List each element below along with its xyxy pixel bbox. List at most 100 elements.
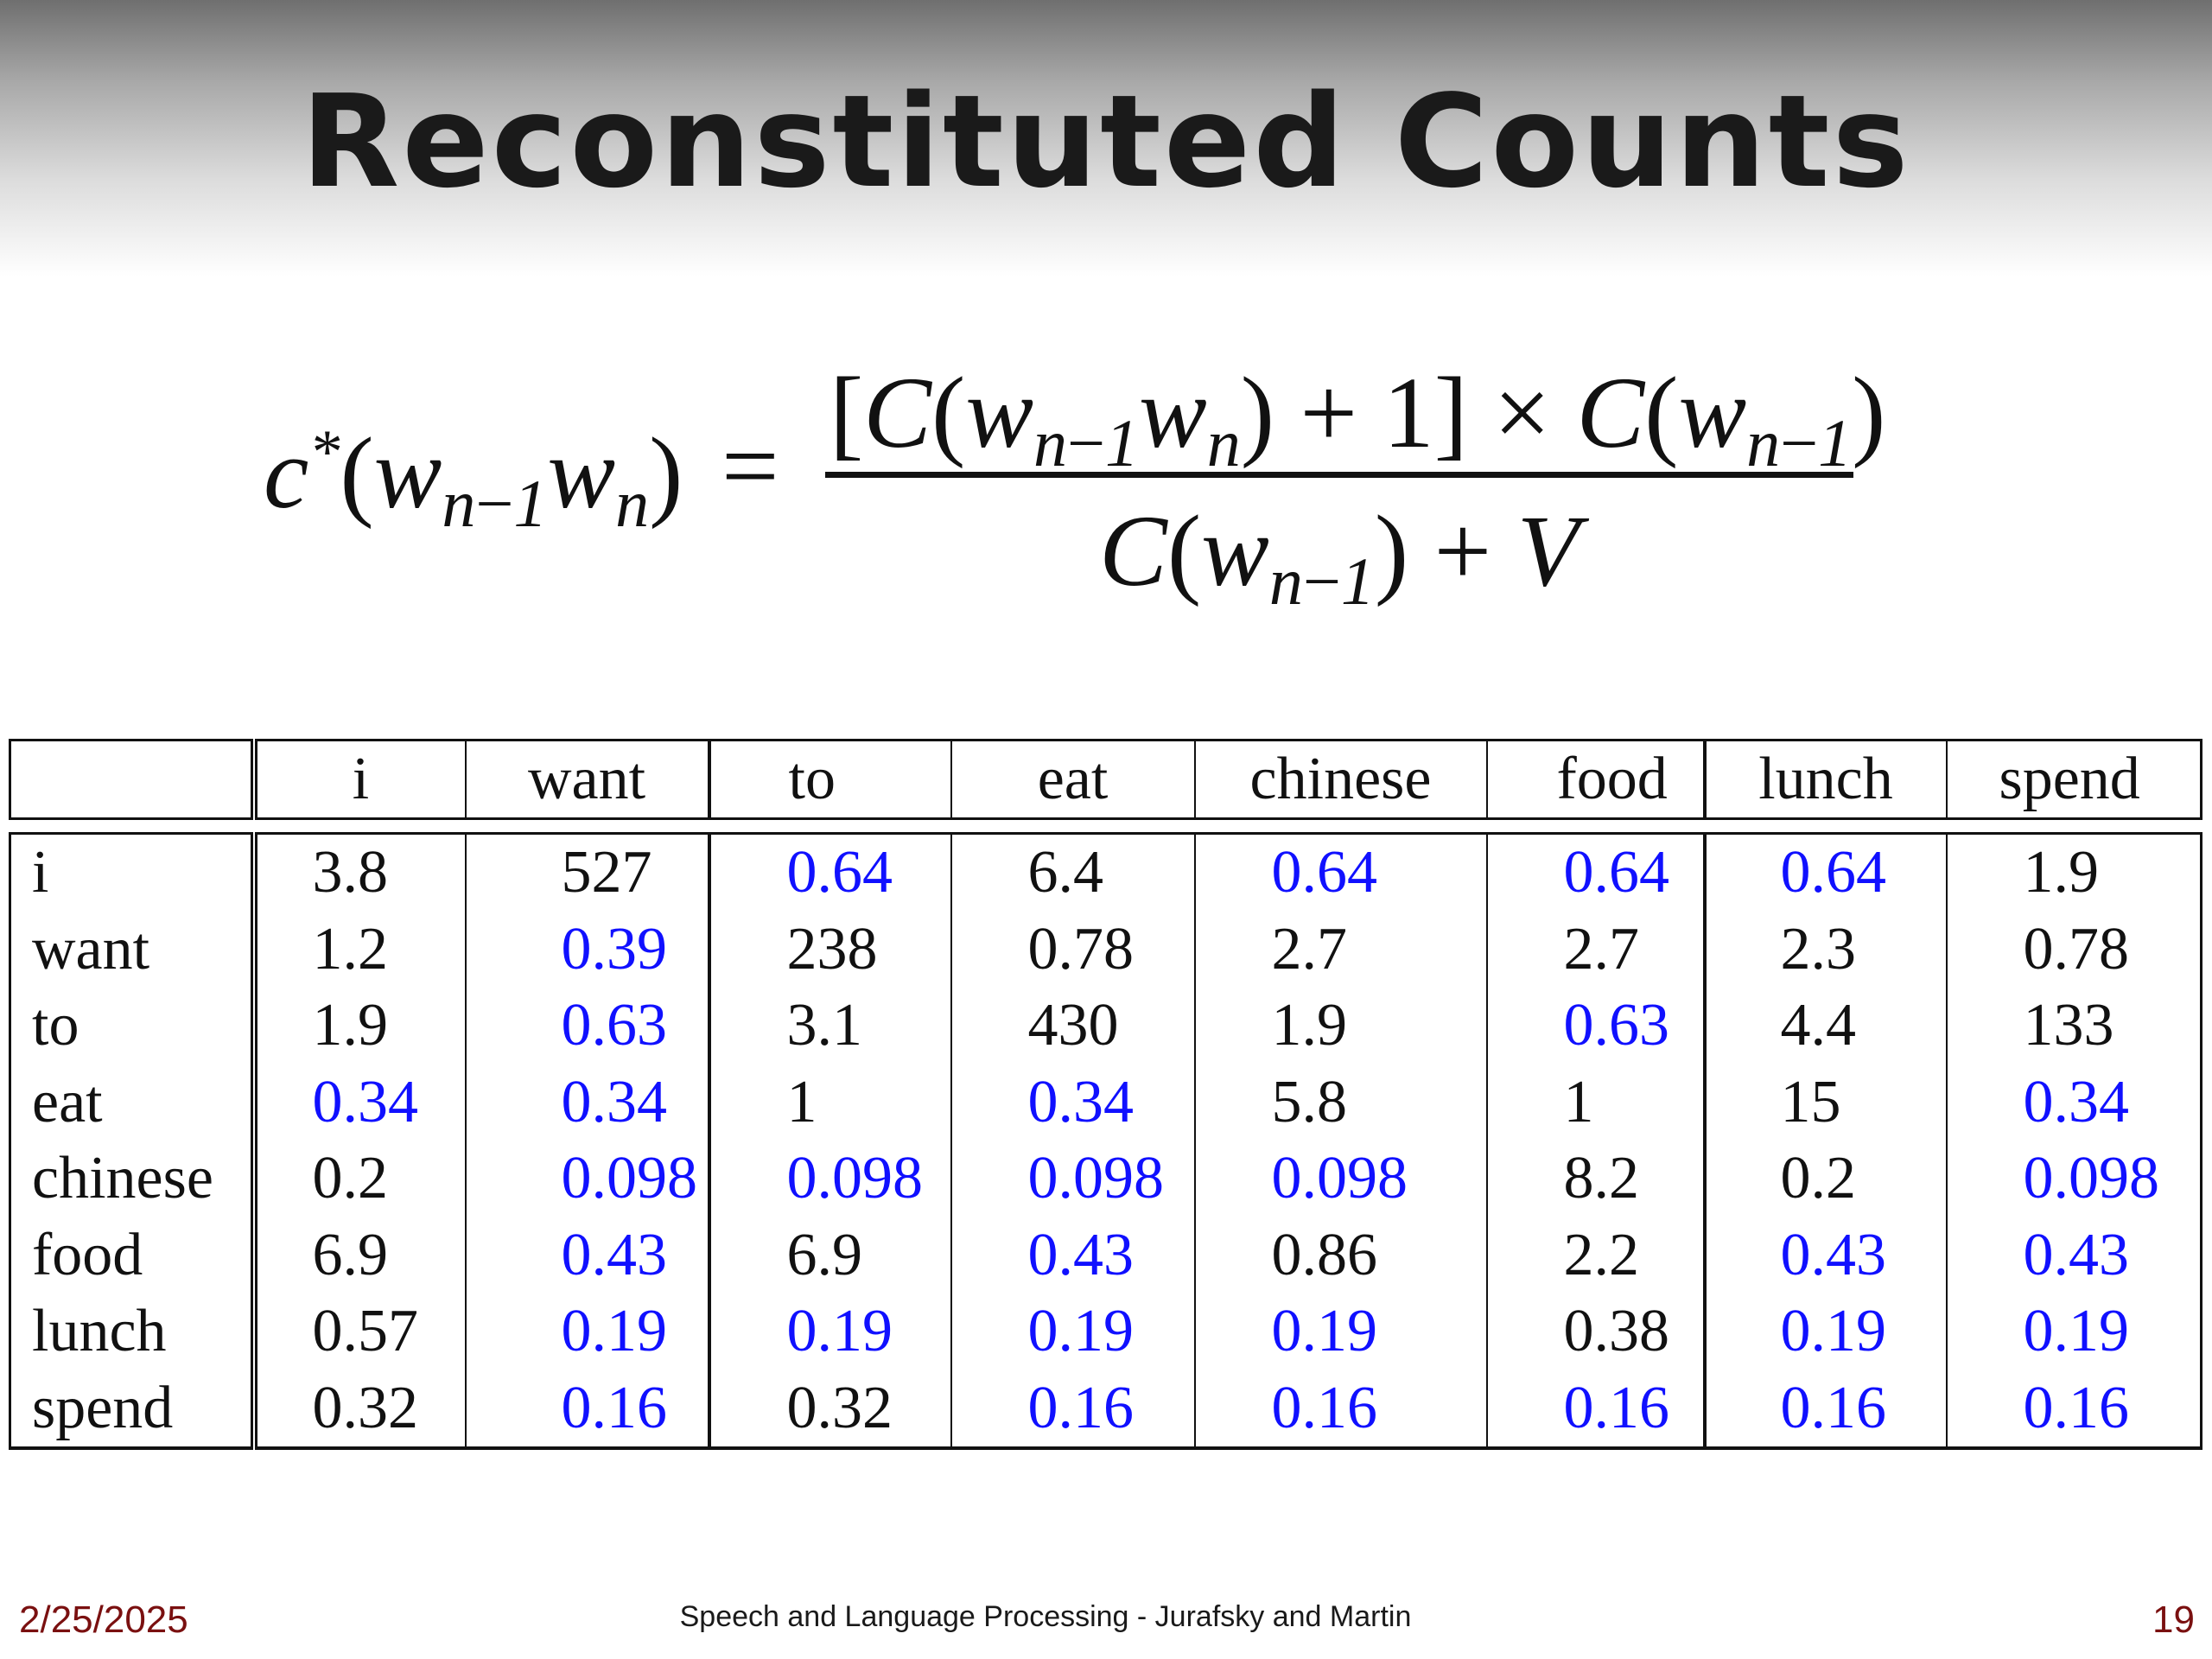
count-cell: 6.9 bbox=[709, 1217, 952, 1294]
count-cell: 15 bbox=[1704, 1064, 1948, 1141]
count-cell: 238 bbox=[709, 911, 952, 988]
count-cell: 0.19 bbox=[1194, 1294, 1488, 1370]
footer-date: 2/25/2025 bbox=[19, 1599, 188, 1641]
count-cell: 0.19 bbox=[1946, 1294, 2202, 1370]
count-cell: 0.39 bbox=[465, 911, 711, 988]
count-cell: 2.3 bbox=[1704, 911, 1948, 988]
footer-credit: Speech and Language Processing - Jurafsk… bbox=[679, 1600, 1412, 1633]
reconstituted-counts-table-container: i want to eat chinese food lunch spend i… bbox=[9, 739, 2202, 1465]
count-cell: 2.2 bbox=[1486, 1217, 1707, 1294]
footer-page-number: 19 bbox=[2152, 1599, 2195, 1641]
count-cell: 1 bbox=[1486, 1064, 1707, 1141]
count-cell: 0.64 bbox=[1486, 832, 1707, 912]
corner-cell bbox=[9, 739, 257, 820]
count-cell: 0.19 bbox=[950, 1294, 1196, 1370]
count-cell: 0.64 bbox=[709, 832, 952, 912]
table-row: i 3.8 527 0.64 6.4 0.64 0.64 0.64 1.9 bbox=[9, 832, 2202, 912]
row-label: eat bbox=[9, 1064, 257, 1141]
count-cell: 0.098 bbox=[1946, 1141, 2202, 1217]
count-cell: 0.16 bbox=[465, 1370, 711, 1450]
count-cell: 0.2 bbox=[253, 1141, 467, 1217]
table-row: want 1.2 0.39 238 0.78 2.7 2.7 2.3 0.78 bbox=[9, 911, 2202, 988]
slide-title: Reconstituted Counts bbox=[301, 67, 1911, 216]
count-cell: 0.57 bbox=[253, 1294, 467, 1370]
count-cell: 0.34 bbox=[950, 1064, 1196, 1141]
table-header-row: i want to eat chinese food lunch spend bbox=[9, 739, 2202, 820]
count-cell: 0.19 bbox=[1704, 1294, 1948, 1370]
count-cell: 0.78 bbox=[950, 911, 1196, 988]
count-cell: 2.7 bbox=[1194, 911, 1488, 988]
count-cell: 1.9 bbox=[253, 988, 467, 1065]
column-header: i bbox=[253, 739, 467, 820]
column-header: spend bbox=[1946, 739, 2202, 820]
count-cell: 0.63 bbox=[465, 988, 711, 1065]
count-cell: 0.43 bbox=[1704, 1217, 1948, 1294]
count-cell: 0.64 bbox=[1704, 832, 1948, 912]
count-cell: 0.32 bbox=[253, 1370, 467, 1450]
count-cell: 0.19 bbox=[465, 1294, 711, 1370]
table-row: spend 0.32 0.16 0.32 0.16 0.16 0.16 0.16 0.16 bbox=[9, 1370, 2202, 1450]
count-cell: 0.34 bbox=[1946, 1064, 2202, 1141]
column-header: want bbox=[465, 739, 711, 820]
column-header: lunch bbox=[1704, 739, 1948, 820]
count-cell: 0.098 bbox=[709, 1141, 952, 1217]
count-cell: 0.098 bbox=[950, 1141, 1196, 1217]
column-header: eat bbox=[950, 739, 1196, 820]
count-cell: 133 bbox=[1946, 988, 2202, 1065]
count-cell: 1.9 bbox=[1946, 832, 2202, 912]
column-header: to bbox=[709, 739, 952, 820]
header-gap bbox=[10, 819, 2202, 834]
count-cell: 1 bbox=[709, 1064, 952, 1141]
table-body: i 3.8 527 0.64 6.4 0.64 0.64 0.64 1.9 want 1.2 0.39… bbox=[9, 819, 2202, 1450]
row-label: to bbox=[9, 988, 257, 1065]
count-cell: 0.19 bbox=[709, 1294, 952, 1370]
formula-numerator: [C(wn−1wn) + 1] × C(wn−1) bbox=[830, 356, 1886, 480]
row-label: lunch bbox=[9, 1294, 257, 1370]
count-cell: 2.7 bbox=[1486, 911, 1707, 988]
count-cell: 0.43 bbox=[465, 1217, 711, 1294]
count-cell: 3.8 bbox=[253, 832, 467, 912]
count-cell: 1.9 bbox=[1194, 988, 1488, 1065]
column-header: food bbox=[1486, 739, 1707, 820]
row-label: i bbox=[9, 832, 257, 912]
count-cell: 6.9 bbox=[253, 1217, 467, 1294]
table-row: food 6.9 0.43 6.9 0.43 0.86 2.2 0.43 0.43 bbox=[9, 1217, 2202, 1294]
formula-fraction-bar bbox=[825, 472, 1853, 478]
table-row: eat 0.34 0.34 1 0.34 5.8 1 15 0.34 bbox=[9, 1064, 2202, 1141]
count-cell: 0.16 bbox=[1946, 1370, 2202, 1450]
count-cell: 1.2 bbox=[253, 911, 467, 988]
count-cell: 0.16 bbox=[1486, 1370, 1707, 1450]
title-header-band bbox=[0, 0, 2212, 276]
count-cell: 527 bbox=[465, 832, 711, 912]
count-cell: 0.34 bbox=[253, 1064, 467, 1141]
reconstituted-counts-table: i want to eat chinese food lunch spend i… bbox=[9, 739, 2202, 1450]
count-cell: 430 bbox=[950, 988, 1196, 1065]
formula-denominator: C(wn−1) + V bbox=[1099, 494, 1580, 619]
count-cell: 0.2 bbox=[1704, 1141, 1948, 1217]
add-one-reconstituted-count-formula: c*(wn−1wn) = [C(wn−1wn) + 1] × C(wn−1) C… bbox=[0, 294, 2212, 619]
count-cell: 3.1 bbox=[709, 988, 952, 1065]
count-cell: 0.43 bbox=[950, 1217, 1196, 1294]
count-cell: 0.16 bbox=[1194, 1370, 1488, 1450]
row-label: food bbox=[9, 1217, 257, 1294]
count-cell: 0.34 bbox=[465, 1064, 711, 1141]
count-cell: 0.63 bbox=[1486, 988, 1707, 1065]
count-cell: 0.86 bbox=[1194, 1217, 1488, 1294]
count-cell: 6.4 bbox=[950, 832, 1196, 912]
count-cell: 0.43 bbox=[1946, 1217, 2202, 1294]
count-cell: 0.64 bbox=[1194, 832, 1488, 912]
row-label: spend bbox=[9, 1370, 257, 1450]
table-row: lunch 0.57 0.19 0.19 0.19 0.19 0.38 0.19 0.19 bbox=[9, 1294, 2202, 1370]
count-cell: 0.16 bbox=[1704, 1370, 1948, 1450]
count-cell: 0.16 bbox=[950, 1370, 1196, 1450]
table-row: chinese 0.2 0.098 0.098 0.098 0.098 8.2 0.2 0.09… bbox=[9, 1141, 2202, 1217]
formula-left-side: c*(wn−1wn) bbox=[264, 416, 683, 541]
count-cell: 0.38 bbox=[1486, 1294, 1707, 1370]
count-cell: 5.8 bbox=[1194, 1064, 1488, 1141]
count-cell: 0.78 bbox=[1946, 911, 2202, 988]
count-cell: 8.2 bbox=[1486, 1141, 1707, 1217]
count-cell: 0.098 bbox=[1194, 1141, 1488, 1217]
count-cell: 0.32 bbox=[709, 1370, 952, 1450]
formula-equals-sign: = bbox=[721, 410, 779, 523]
count-cell: 4.4 bbox=[1704, 988, 1948, 1065]
